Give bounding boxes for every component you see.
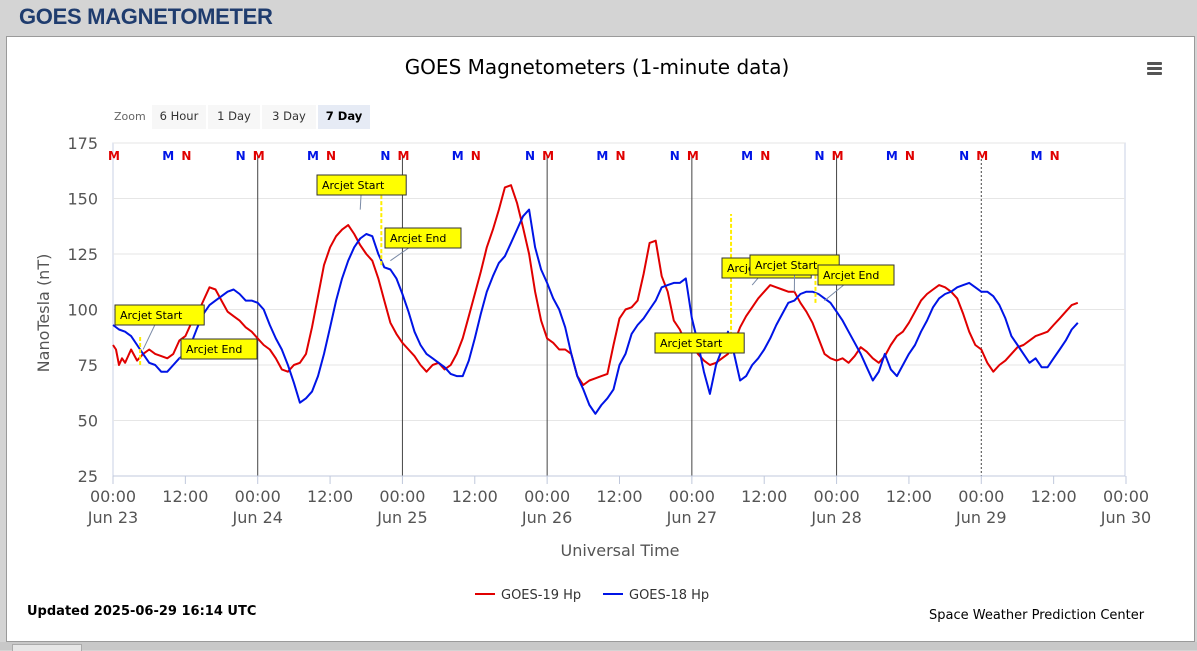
x-tick-date: Jun 25: [376, 508, 427, 527]
menu-bar-icon: [1147, 62, 1162, 65]
legend-item: GOES-19 Hp: [501, 588, 581, 603]
x-tick-time: 12:00: [1031, 487, 1077, 506]
x-tick-time: 00:00: [1103, 487, 1149, 506]
x-tick-date: Jun 28: [810, 508, 861, 527]
x-tick-time: 12:00: [162, 487, 208, 506]
x-tick-date: Jun 23: [87, 508, 138, 527]
marker-n: N: [670, 149, 680, 163]
updated-timestamp: Updated 2025-06-29 16:14 UTC: [27, 604, 256, 619]
chart-menu-button[interactable]: [1144, 59, 1166, 79]
x-tick-time: 00:00: [524, 487, 570, 506]
annotation-box: Arcjet Start: [317, 175, 406, 210]
credit-text[interactable]: Space Weather Prediction Center: [929, 608, 1144, 623]
x-tick-date: Jun 26: [521, 508, 572, 527]
x-tick-time: 00:00: [814, 487, 860, 506]
x-tick-time: 00:00: [235, 487, 281, 506]
annotation-text: Arcjet Start: [660, 337, 723, 350]
marker-n: N: [760, 149, 770, 163]
annotation-text: Arcjet Start: [755, 259, 818, 272]
marker-n: N: [959, 149, 969, 163]
marker-m: M: [976, 149, 988, 163]
marker-m: M: [741, 149, 753, 163]
chart-title: GOES Magnetometers (1-minute data): [405, 55, 790, 79]
marker-n: N: [326, 149, 336, 163]
x-tick-time: 12:00: [596, 487, 642, 506]
x-tick-time: 12:00: [886, 487, 932, 506]
zoom-3-day-button[interactable]: 3 Day: [262, 105, 316, 129]
annotations: Arcjet Start Arcjet End Arcjet Start Arcjet…: [115, 175, 894, 359]
x-tick-date: Jun 30: [1100, 508, 1151, 527]
marker-n: N: [471, 149, 481, 163]
zoom-7-day-button[interactable]: 7 Day: [318, 105, 370, 129]
marker-m: M: [307, 149, 319, 163]
x-tick-time: 12:00: [452, 487, 498, 506]
marker-m: M: [253, 149, 265, 163]
annotation-box: Arcjet End: [385, 228, 461, 261]
y-tick-label: 150: [67, 190, 98, 209]
marker-n: N: [525, 149, 535, 163]
legend-item: GOES-18 Hp: [629, 588, 709, 603]
annotation-text: Arcjet End: [390, 232, 446, 245]
x-tick-date: Jun 27: [666, 508, 717, 527]
menu-bar-icon: [1147, 67, 1162, 70]
menu-bar-icon: [1147, 72, 1162, 75]
legend[interactable]: GOES-19 Hp GOES-18 Hp: [475, 588, 709, 603]
marker-m: M: [596, 149, 608, 163]
marker-n: N: [905, 149, 915, 163]
x-tick-time: 12:00: [741, 487, 787, 506]
bottom-scrollbar[interactable]: [0, 642, 1197, 650]
y-tick-label: 75: [78, 356, 98, 375]
x-tick-time: 00:00: [669, 487, 715, 506]
marker-n: N: [380, 149, 390, 163]
annotation-text: Arcjet Start: [322, 179, 385, 192]
marker-m: M: [397, 149, 409, 163]
x-tick-date: Jun 24: [231, 508, 282, 527]
day-lines: [258, 155, 982, 476]
x-tick-time: 12:00: [307, 487, 353, 506]
marker-m: M: [1031, 149, 1043, 163]
annotation-box: Arcjet Start: [655, 333, 744, 353]
y-tick-label: 125: [67, 245, 98, 264]
marker-n: N: [236, 149, 246, 163]
x-tick-date: Jun 29: [955, 508, 1006, 527]
grid: [113, 143, 1125, 476]
marker-m: M: [162, 149, 174, 163]
marker-m: M: [542, 149, 554, 163]
y-tick-label: 100: [67, 301, 98, 320]
marker-m: M: [452, 149, 464, 163]
marker-n: N: [615, 149, 625, 163]
zoom-label: Zoom: [114, 110, 146, 123]
y-axis-label: NanoTesla (nT): [34, 254, 53, 373]
annotation-text: Arcjet Start: [120, 309, 183, 322]
annotation-text: Arcjet End: [186, 343, 242, 356]
marker-n: N: [814, 149, 824, 163]
annotation-box: Arcjet End: [818, 265, 894, 301]
marker-n: N: [181, 149, 191, 163]
zoom-6-hour-button[interactable]: 6 Hour: [152, 105, 206, 129]
x-tick-time: 00:00: [958, 487, 1004, 506]
y-tick-label: 50: [78, 412, 98, 431]
marker-m: M: [108, 149, 120, 163]
marker-n: N: [1050, 149, 1060, 163]
x-axis: 00:00 Jun 23 12:00 00:00 Jun 24 12:00 00:00 Jun…: [87, 476, 1151, 527]
y-axis: 25 50 75 100 125 150 175: [67, 134, 98, 486]
x-tick-time: 00:00: [90, 487, 136, 506]
annotation-text: Arcjet End: [823, 269, 879, 282]
annotation-box: Arcjet End: [179, 339, 257, 359]
x-tick-time: 00:00: [379, 487, 425, 506]
y-tick-label: 175: [67, 134, 98, 153]
marker-m: M: [687, 149, 699, 163]
marker-m: M: [832, 149, 844, 163]
x-axis-label: Universal Time: [560, 541, 679, 560]
marker-m: M: [886, 149, 898, 163]
y-tick-label: 25: [78, 467, 98, 486]
zoom-1-day-button[interactable]: 1 Day: [208, 105, 260, 129]
